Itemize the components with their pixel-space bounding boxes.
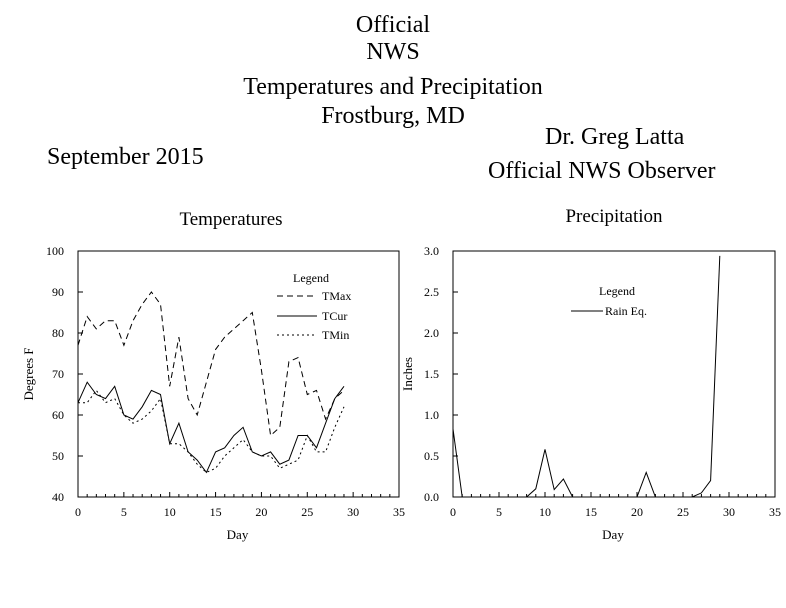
temp-x-tick-label: 0 bbox=[75, 505, 81, 519]
temp-y-tick-label: 50 bbox=[52, 449, 64, 463]
temp-legend-label: TMin bbox=[322, 328, 349, 342]
temp-series-tcur-line bbox=[77, 381, 345, 474]
temp-y-axis-label: Degrees F bbox=[21, 347, 36, 400]
precip-y-tick-label: 0.5 bbox=[424, 449, 439, 463]
precip-legend-title: Legend bbox=[599, 284, 635, 298]
temp-plot-frame bbox=[77, 250, 400, 498]
temp-x-tick-label: 30 bbox=[347, 505, 359, 519]
temp-x-axis-label: Day bbox=[227, 527, 249, 542]
precip-x-axis-label: Day bbox=[602, 527, 624, 542]
temp-x-tick-label: 10 bbox=[164, 505, 176, 519]
temp-y-tick-label: 100 bbox=[46, 244, 64, 258]
temp-x-tick-label: 25 bbox=[301, 505, 313, 519]
temp-y-tick-label: 90 bbox=[52, 285, 64, 299]
chart-title-line-1: Official bbox=[355, 12, 431, 38]
temp-legend-title: Legend bbox=[293, 271, 329, 285]
temp-x-tick-label: 35 bbox=[393, 505, 405, 519]
precip-chart-title: Precipitation bbox=[565, 206, 663, 227]
temp-y-tick-label: 80 bbox=[52, 326, 64, 340]
precip-x-tick-label: 5 bbox=[496, 505, 502, 519]
precip-series-rain-eq--line bbox=[452, 255, 721, 498]
precip-x-tick-label: 30 bbox=[723, 505, 735, 519]
precip-y-tick-label: 2.5 bbox=[424, 285, 439, 299]
temp-chart-title: Temperatures bbox=[179, 209, 282, 230]
observer-title: Official NWS Observer bbox=[488, 158, 716, 184]
precip-y-tick-label: 0.0 bbox=[424, 490, 439, 504]
precip-y-tick-label: 1.5 bbox=[424, 367, 439, 381]
temp-x-tick-label: 15 bbox=[210, 505, 222, 519]
temp-series-tmax-line bbox=[77, 291, 345, 437]
precip-x-tick-label: 25 bbox=[677, 505, 689, 519]
observer-name: Dr. Greg Latta bbox=[545, 124, 685, 150]
precip-x-tick-label: 20 bbox=[631, 505, 643, 519]
precip-x-tick-label: 35 bbox=[769, 505, 781, 519]
month-label: September 2015 bbox=[47, 144, 204, 170]
temp-y-tick-label: 70 bbox=[52, 367, 64, 381]
temp-y-tick-label: 40 bbox=[52, 490, 64, 504]
precip-y-axis-label: Inches bbox=[400, 357, 415, 391]
precip-legend-label: Rain Eq. bbox=[605, 304, 647, 318]
temp-x-tick-label: 20 bbox=[255, 505, 267, 519]
temp-y-tick-label: 60 bbox=[52, 408, 64, 422]
precip-x-tick-label: 15 bbox=[585, 505, 597, 519]
temp-x-tick-label: 5 bbox=[121, 505, 127, 519]
precip-x-tick-label: 10 bbox=[539, 505, 551, 519]
precip-y-tick-label: 3.0 bbox=[424, 244, 439, 258]
precip-y-tick-label: 1.0 bbox=[424, 408, 439, 422]
temp-series-tmin-line bbox=[78, 389, 345, 473]
precip-x-tick-label: 0 bbox=[450, 505, 456, 519]
temp-legend-label: TCur bbox=[322, 309, 347, 323]
chart-title-line-4: Frostburg, MD bbox=[321, 103, 465, 129]
chart-title-line-2: NWS bbox=[366, 39, 420, 65]
precip-y-tick-label: 2.0 bbox=[424, 326, 439, 340]
temp-legend-label: TMax bbox=[322, 289, 351, 303]
chart-title-line-3: Temperatures and Precipitation bbox=[243, 74, 543, 100]
